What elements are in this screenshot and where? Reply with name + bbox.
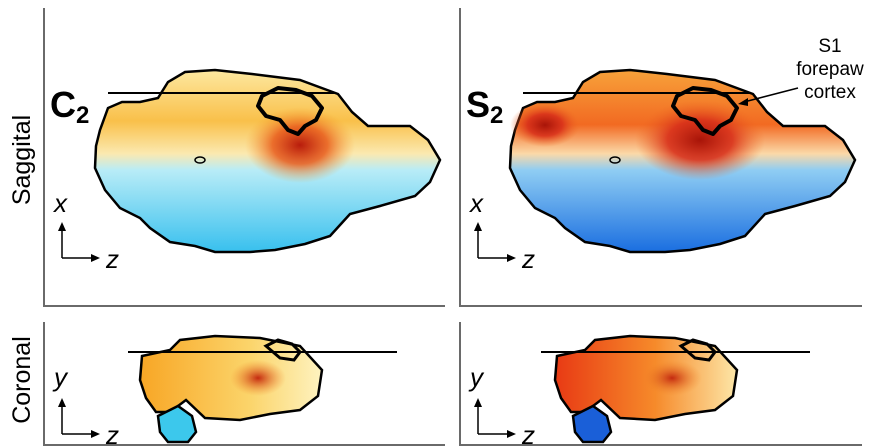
- s2-sagittal-panel: S2 x z: [466, 68, 857, 274]
- axis-label-horizontal: z: [521, 244, 535, 274]
- axis-label-vertical: x: [52, 188, 68, 218]
- axis-label-vertical: x: [468, 188, 484, 218]
- axis-indicator: x z: [52, 188, 119, 274]
- s1-forepaw-roi-outline: [256, 86, 324, 136]
- activation-hotspot: [510, 103, 580, 147]
- s2-coronal-panel: y z: [468, 334, 810, 446]
- activation-hotspot: [642, 360, 702, 396]
- c2-sagittal-panel: C2 x z: [50, 68, 442, 274]
- ventricle-marker: [609, 156, 621, 164]
- cerebellum-slice: [156, 404, 198, 444]
- panel-frames: [43, 8, 862, 446]
- axis-indicator: y z: [468, 362, 535, 446]
- axis-label-horizontal: z: [105, 420, 119, 446]
- row-label-coronal: Coronal: [8, 336, 36, 424]
- annotation-line-2: forepaw: [796, 59, 864, 80]
- row-label-sagittal: Saggital: [8, 115, 36, 205]
- axis-label-horizontal: z: [521, 420, 535, 446]
- axis-label-vertical: y: [468, 362, 485, 392]
- annotation-arrow: [743, 87, 799, 103]
- panel-label-c2: C2: [50, 84, 89, 129]
- activation-hotspot: [635, 100, 765, 180]
- axis-indicator: x z: [468, 188, 535, 274]
- activation-hotspot: [245, 107, 355, 183]
- panel-label-s2: S2: [466, 84, 503, 129]
- axis-label-vertical: y: [52, 362, 69, 392]
- axis-indicator: y z: [52, 362, 119, 446]
- axis-label-horizontal: z: [105, 244, 119, 274]
- s1-forepaw-roi-outline: [671, 86, 739, 136]
- activation-hotspot: [230, 360, 286, 396]
- cerebellum-slice: [571, 404, 613, 444]
- ventricle-marker: [194, 156, 206, 164]
- annotation-line-1: S1: [818, 36, 841, 57]
- s1-forepaw-annotation: S1 forepaw cortex: [738, 36, 864, 106]
- c2-coronal-panel: y z: [52, 334, 397, 446]
- annotation-line-3: cortex: [804, 82, 856, 103]
- annotation-arrowhead: [738, 98, 748, 106]
